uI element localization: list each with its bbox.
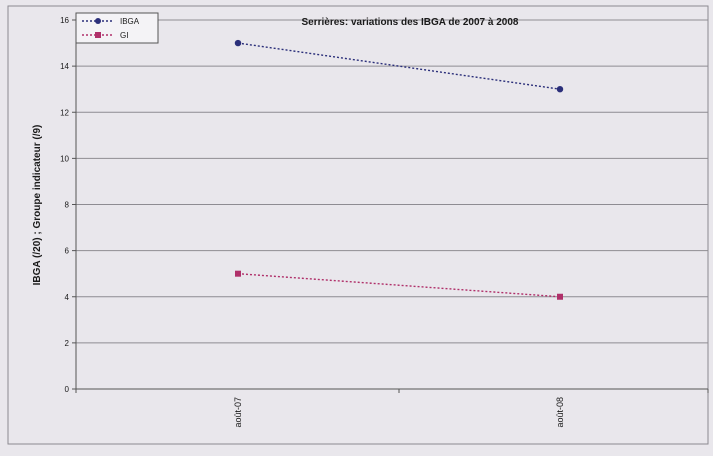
y-tick-label: 16 <box>60 16 69 25</box>
legend-label: GI <box>120 31 128 40</box>
data-point-ibga <box>234 39 242 47</box>
y-tick-label: 6 <box>65 247 70 256</box>
legend-box <box>75 12 159 44</box>
data-point-ibga <box>556 85 564 93</box>
data-point-gi <box>235 270 241 277</box>
y-tick-label: 8 <box>65 201 70 210</box>
y-tick-label: 14 <box>60 62 69 71</box>
axes: 0 2 4 6 8 10 12 14 16 août-07 août-08 <box>60 16 709 428</box>
series-line-gi <box>237 272 561 298</box>
legend-swatch-marker <box>95 32 101 38</box>
legend-label: IBGA <box>120 17 140 26</box>
y-axis-label: IBGA (/20) ; Groupe indicateur (/9) <box>32 125 43 286</box>
data-point-gi <box>557 293 563 300</box>
chart-outer-border <box>7 5 709 445</box>
x-tick-label: août-07 <box>233 397 243 428</box>
series-group <box>234 39 564 300</box>
chart-title: Serrières: variations des IBGA de 2007 à… <box>302 17 519 28</box>
legend-swatch-marker <box>95 18 101 24</box>
x-tick-label: août-08 <box>555 397 565 428</box>
y-tick-label: 12 <box>60 108 69 117</box>
y-tick-label: 4 <box>65 293 70 302</box>
legend: IBGA GI <box>75 12 159 44</box>
y-tick-label: 10 <box>60 154 69 163</box>
y-tick-label: 2 <box>65 339 70 348</box>
y-tick-label: 0 <box>65 385 70 394</box>
gridlines <box>76 19 708 344</box>
